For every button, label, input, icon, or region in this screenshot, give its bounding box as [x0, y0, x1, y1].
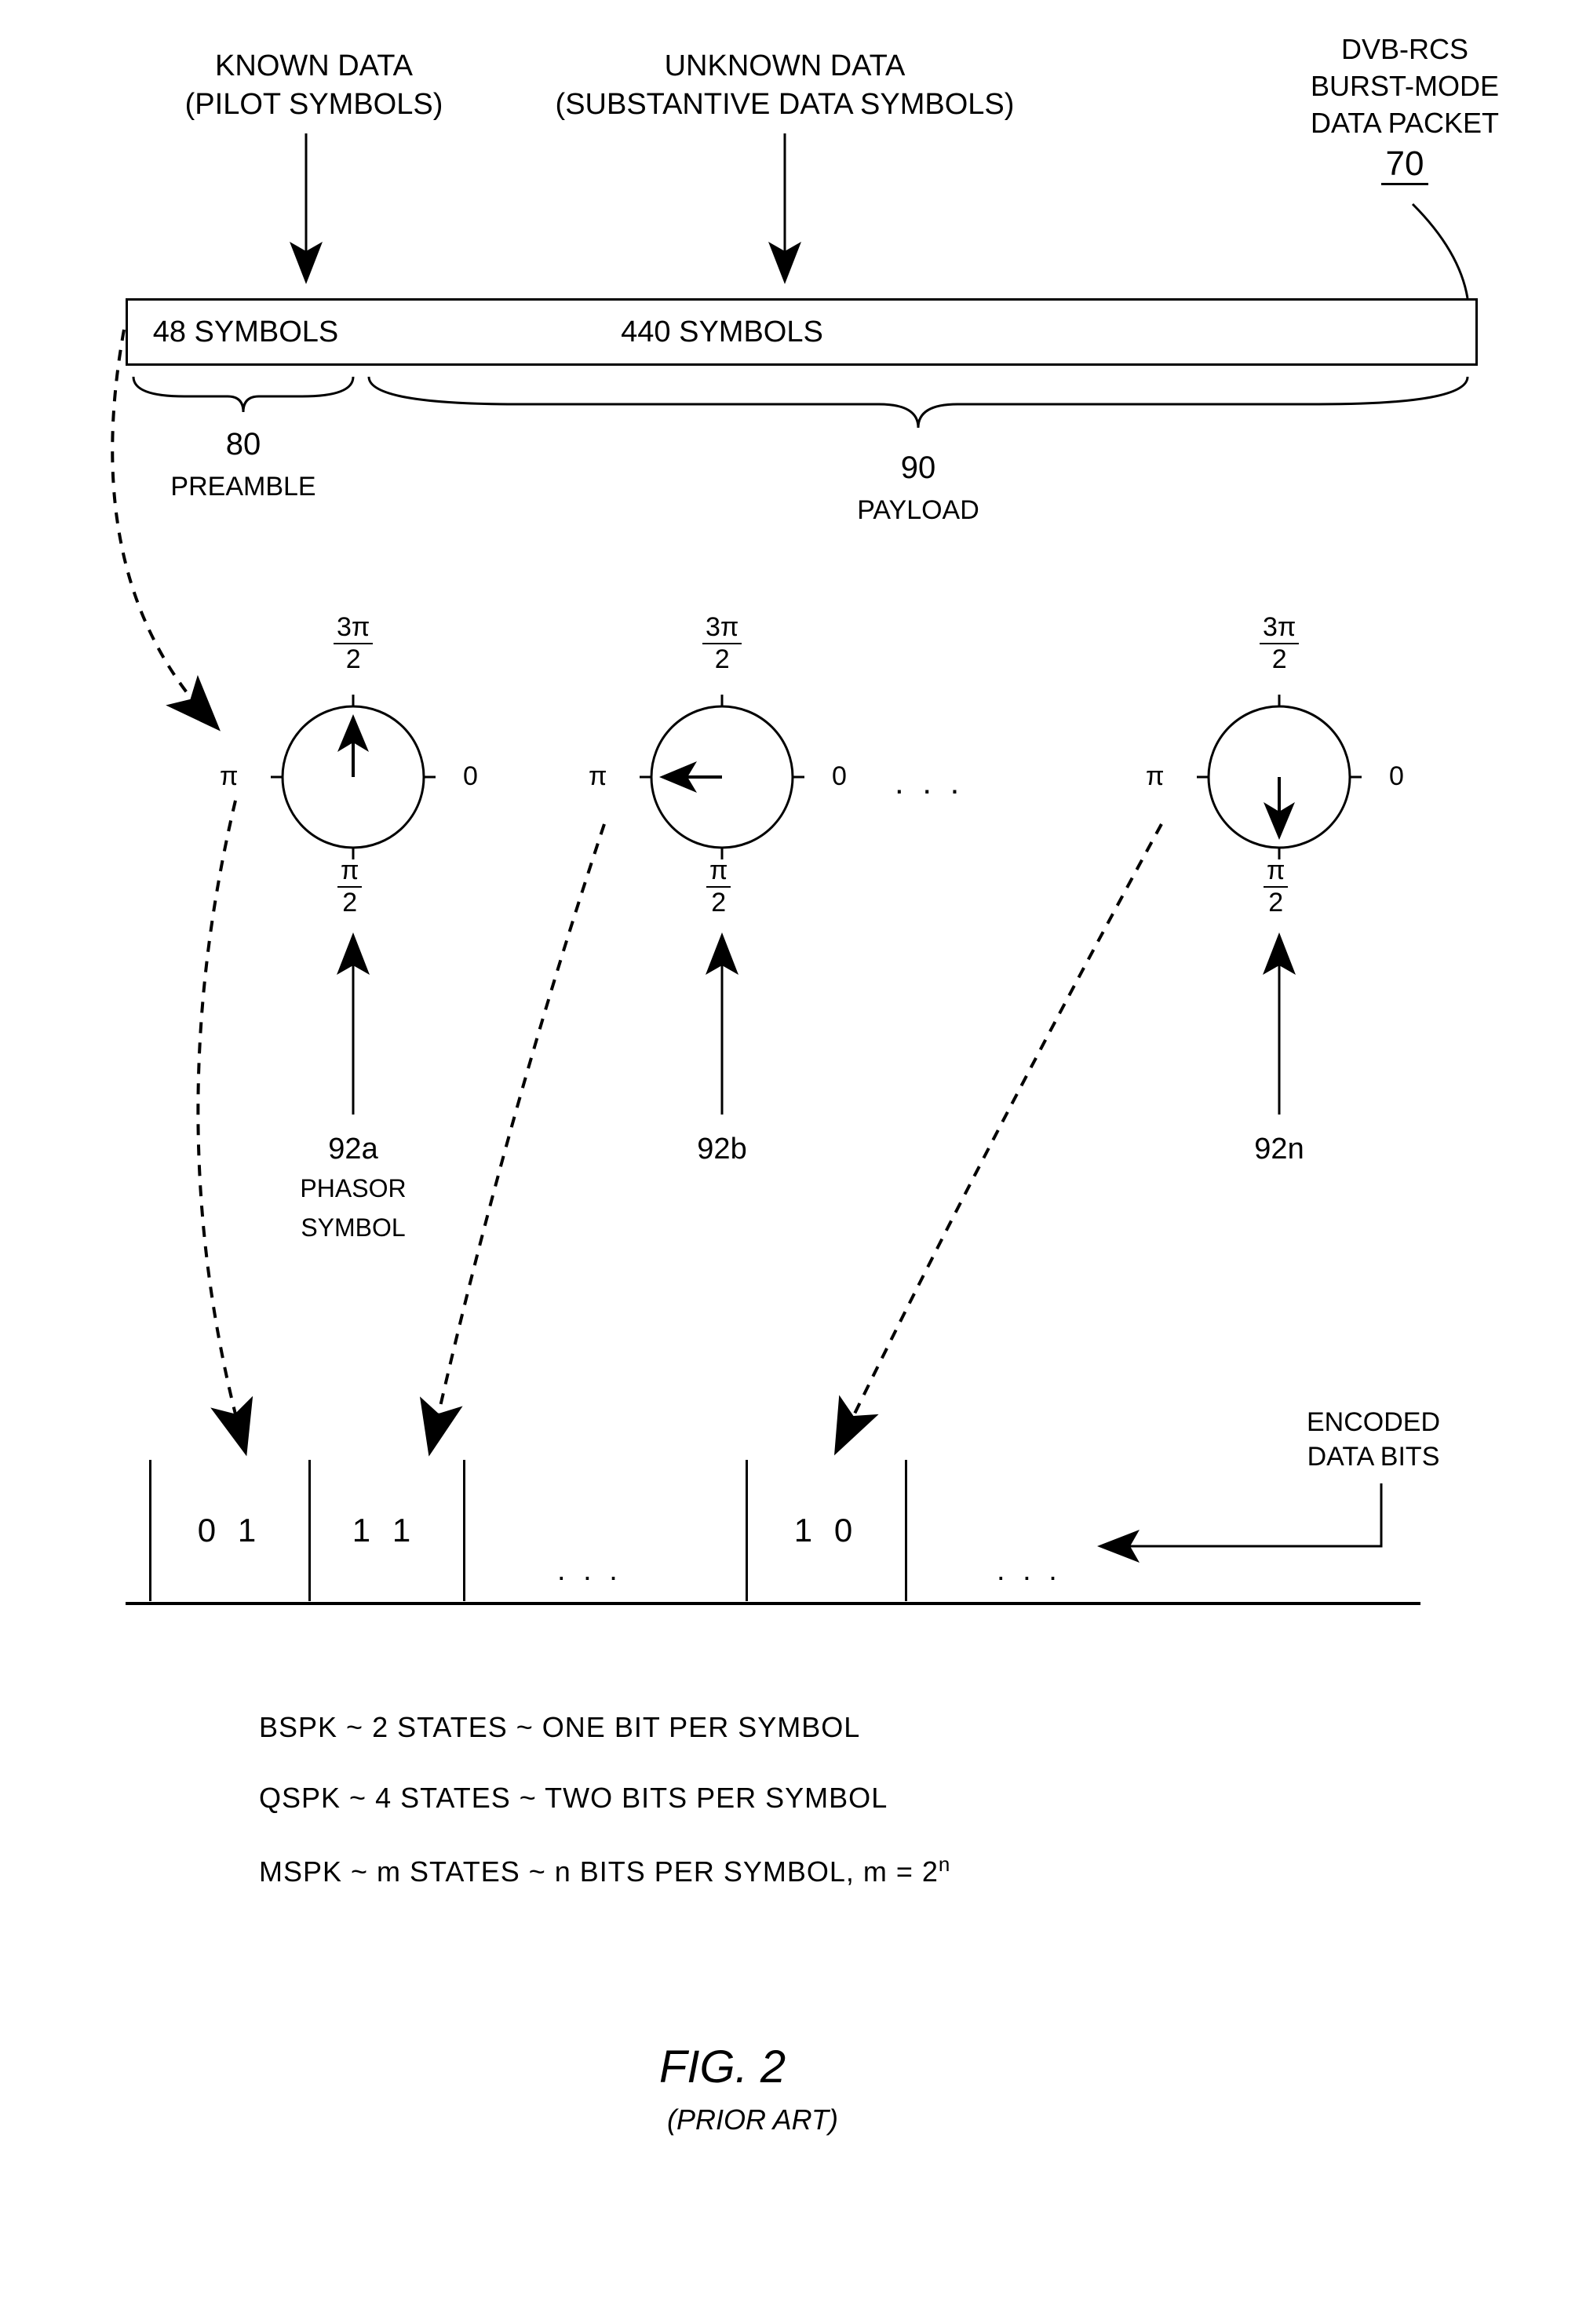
figure-canvas: KNOWN DATA (PILOT SYMBOLS) UNKNOWN DATA … — [31, 31, 1548, 2293]
legend-1: BSPK ~ 2 STATES ~ ONE BIT PER SYMBOL — [259, 1711, 860, 1744]
legend-3b: n — [939, 1852, 950, 1876]
legend-2: QSPK ~ 4 STATES ~ TWO BITS PER SYMBOL — [259, 1782, 888, 1815]
legend-3: MSPK ~ m STATES ~ n BITS PER SYMBOL, m =… — [259, 1852, 950, 1888]
figure-title: FIG. 2 — [659, 2041, 786, 2093]
encoded-arrow — [31, 31, 1548, 1680]
figure-subtitle: (PRIOR ART) — [667, 2103, 838, 2136]
legend-3a: MSPK ~ m STATES ~ n BITS PER SYMBOL, m =… — [259, 1855, 939, 1888]
